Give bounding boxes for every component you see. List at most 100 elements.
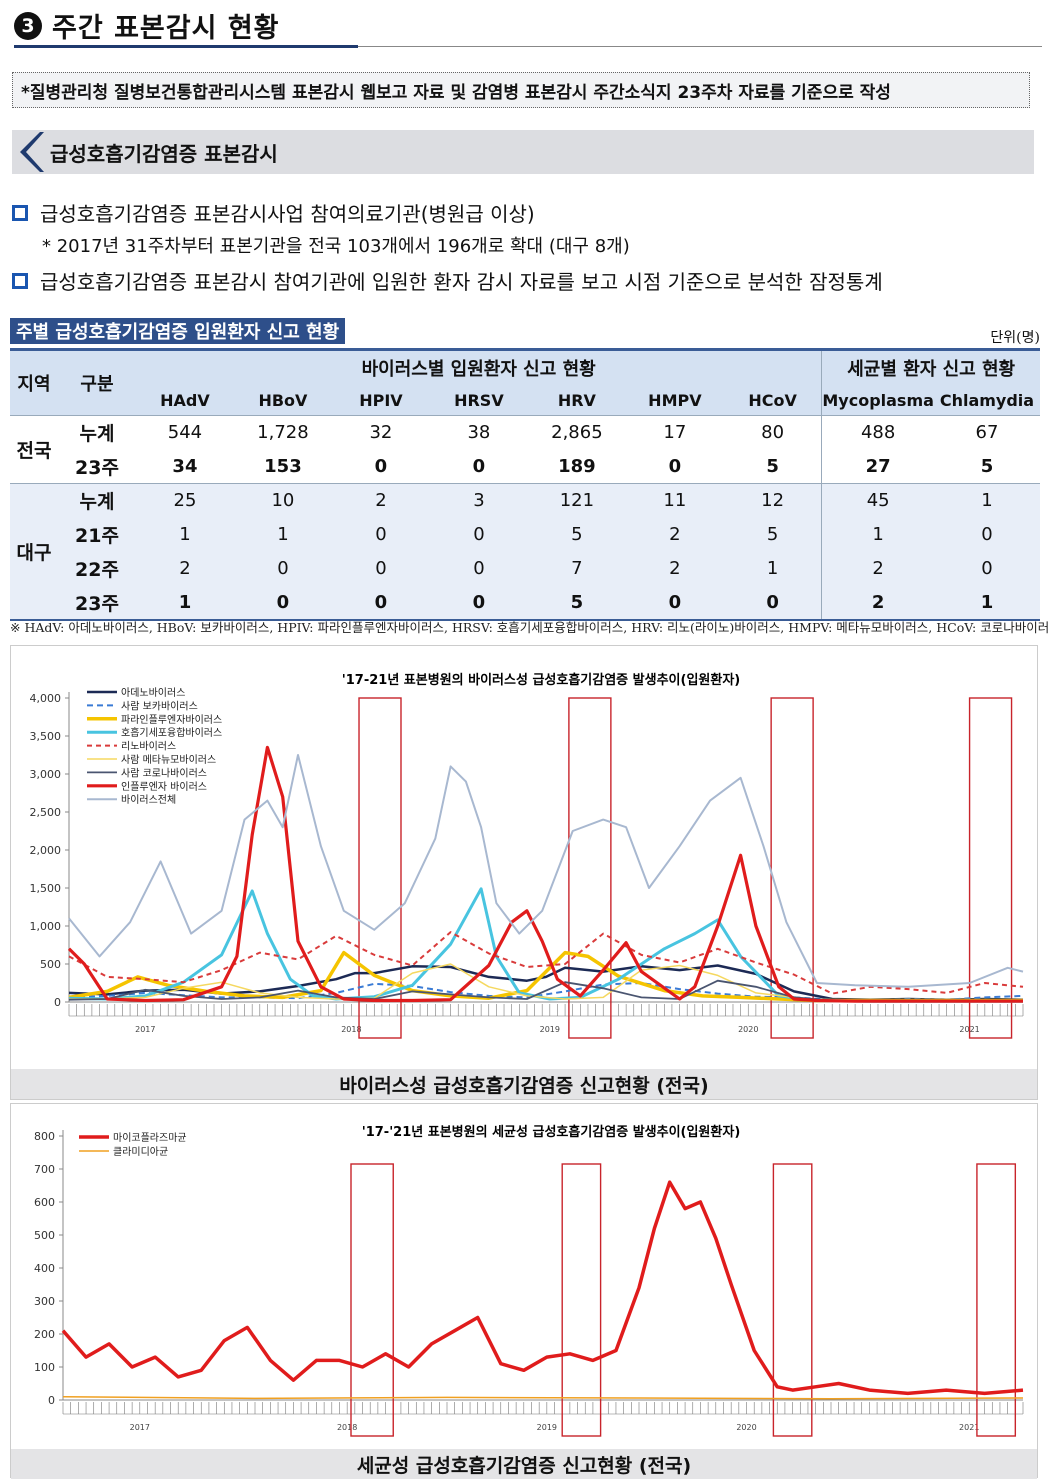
region-cell: 전국 <box>10 415 58 484</box>
value-cell: 17 <box>625 415 724 450</box>
page-title: 주간 표본감시 현황 <box>52 13 280 44</box>
value-cell: 0 <box>933 517 1040 552</box>
section-banner-title: 급성호흡기감염증 표본감시 <box>50 141 278 166</box>
value-cell: 5 <box>527 585 626 620</box>
legend-label: 인플루엔자 바이러스 <box>121 781 207 793</box>
column-header: HPIV <box>331 385 430 416</box>
value-cell: 2 <box>135 551 234 586</box>
value-cell: 0 <box>429 517 528 552</box>
y-tick-label: 600 <box>34 1196 55 1209</box>
y-tick-label: 3,500 <box>30 730 62 743</box>
value-cell: 0 <box>233 551 332 586</box>
column-header: HRSV <box>429 385 528 416</box>
value-cell: 12 <box>723 483 822 518</box>
highlight-window <box>358 697 402 1039</box>
table-row: 21주 1 1 0 0 5 2 5 1 0 <box>10 517 1040 552</box>
x-year-label: 2017 <box>135 1025 155 1034</box>
y-tick-label: 700 <box>34 1163 55 1176</box>
column-header: HMPV <box>625 385 724 416</box>
value-cell: 2 <box>625 517 724 552</box>
value-cell: 0 <box>429 585 528 620</box>
highlight-window <box>976 1163 1017 1437</box>
value-cell: 1 <box>135 517 234 552</box>
table-row: 22주 2 0 0 0 7 2 1 2 0 <box>10 551 1040 586</box>
x-year-label: 2020 <box>738 1025 758 1034</box>
value-cell: 488 <box>821 415 934 450</box>
table-footnote: ※ HAdV: 아데노바이러스, HBoV: 보카바이러스, HPIV: 파라인… <box>10 620 1048 635</box>
gubun-cell: 23주 <box>75 456 119 479</box>
value-cell: 32 <box>331 415 430 450</box>
y-tick-label: 300 <box>34 1295 55 1308</box>
region-cell: 대구 <box>10 483 58 620</box>
legend-label: 사람 메타뉴모바이러스 <box>121 753 216 766</box>
value-cell: 2 <box>821 551 934 586</box>
value-cell: 3 <box>429 483 528 518</box>
gubun-cell: 누계 <box>57 483 136 518</box>
table-caption: 주별 급성호흡기감염증 입원환자 신고 현황 <box>10 318 346 344</box>
legend-label: 호흡기세포융합바이러스 <box>121 726 222 739</box>
bullet-text: 급성호흡기감염증 표본감시사업 참여의료기관(병원급 이상) <box>40 202 535 226</box>
value-cell: 2 <box>821 585 934 620</box>
y-tick-label: 100 <box>34 1361 55 1374</box>
legend-label: 클라미디아균 <box>113 1146 168 1158</box>
value-cell: 2 <box>625 551 724 586</box>
value-cell: 0 <box>723 585 822 620</box>
header-virus-group: 바이러스별 입원환자 신고 현황 <box>135 349 822 386</box>
value-cell: 38 <box>429 415 528 450</box>
highlight-window <box>772 1163 813 1437</box>
chart-title: '17-'21년 표본병원의 세균성 급성호흡기감염증 발생추이(입원환자) <box>362 1124 741 1140</box>
header-region: 지역 <box>10 349 58 416</box>
legend-label: 리노바이러스 <box>121 741 176 753</box>
column-header: Chlamydia <box>933 385 1040 416</box>
value-cell: 0 <box>472 455 486 477</box>
chevron-left-icon <box>12 130 46 174</box>
x-year-label: 2019 <box>537 1423 557 1432</box>
y-tick-label: 2,500 <box>30 806 62 819</box>
y-tick-label: 800 <box>34 1130 55 1143</box>
value-cell: 10 <box>233 483 332 518</box>
value-cell: 153 <box>264 455 302 477</box>
value-cell: 0 <box>625 585 724 620</box>
y-tick-label: 3,000 <box>30 768 62 781</box>
value-cell: 1 <box>723 551 822 586</box>
report-table: 지역 구분 바이러스별 입원환자 신고 현황 세균별 환자 신고 현황 HAdV… <box>10 348 1040 621</box>
gubun-cell: 23주 <box>57 585 136 620</box>
header-gubun: 구분 <box>57 349 136 416</box>
x-year-label: 2018 <box>341 1025 361 1034</box>
title-divider <box>358 46 1042 47</box>
y-tick-label: 0 <box>54 996 61 1009</box>
legend-label: 마이코플라즈마균 <box>113 1132 187 1144</box>
value-cell: 5 <box>723 517 822 552</box>
header-bacteria-group: 세균별 환자 신고 현황 <box>821 349 1040 386</box>
series-line <box>68 931 1024 995</box>
value-cell: 11 <box>625 483 724 518</box>
gubun-cell: 22주 <box>57 551 136 586</box>
column-header: HCoV <box>723 385 822 416</box>
bacteria-chart-panel: '17-'21년 표본병원의 세균성 급성호흡기감염증 발생추이(입원환자) 0 1… <box>10 1103 1038 1479</box>
gubun-cell: 21주 <box>57 517 136 552</box>
value-cell: 1 <box>821 517 934 552</box>
value-cell: 1 <box>933 483 1040 518</box>
value-cell: 80 <box>723 415 822 450</box>
x-week-ticks <box>62 1402 1024 1414</box>
section-number-badge: 3 <box>14 11 42 40</box>
series-line <box>61 1180 1024 1396</box>
page-section-title: 3 주간 표본감시 현황 <box>14 6 358 48</box>
value-cell: 67 <box>933 415 1040 450</box>
table-row: 23주 1 0 0 0 5 0 0 2 1 <box>10 585 1040 620</box>
y-tick-label: 400 <box>34 1262 55 1275</box>
value-cell: 1 <box>233 517 332 552</box>
legend-label: 파라인플루엔자바이러스 <box>121 714 222 726</box>
y-tick-label: 2,000 <box>30 844 62 857</box>
highlight-window <box>568 697 612 1039</box>
section-banner: 급성호흡기감염증 표본감시 <box>12 130 1034 174</box>
square-bullet-icon <box>12 272 28 289</box>
y-tick-label: 1,000 <box>30 920 62 933</box>
value-cell: 0 <box>668 455 682 477</box>
highlight-window <box>770 697 814 1039</box>
bullet-text: 급성호흡기감염증 표본감시 참여기관에 입원한 환자 감시 자료를 보고 시점 … <box>40 270 883 294</box>
x-year-label: 2020 <box>736 1423 756 1432</box>
y-tick-label: 4,000 <box>30 692 62 705</box>
value-cell: 25 <box>135 483 234 518</box>
